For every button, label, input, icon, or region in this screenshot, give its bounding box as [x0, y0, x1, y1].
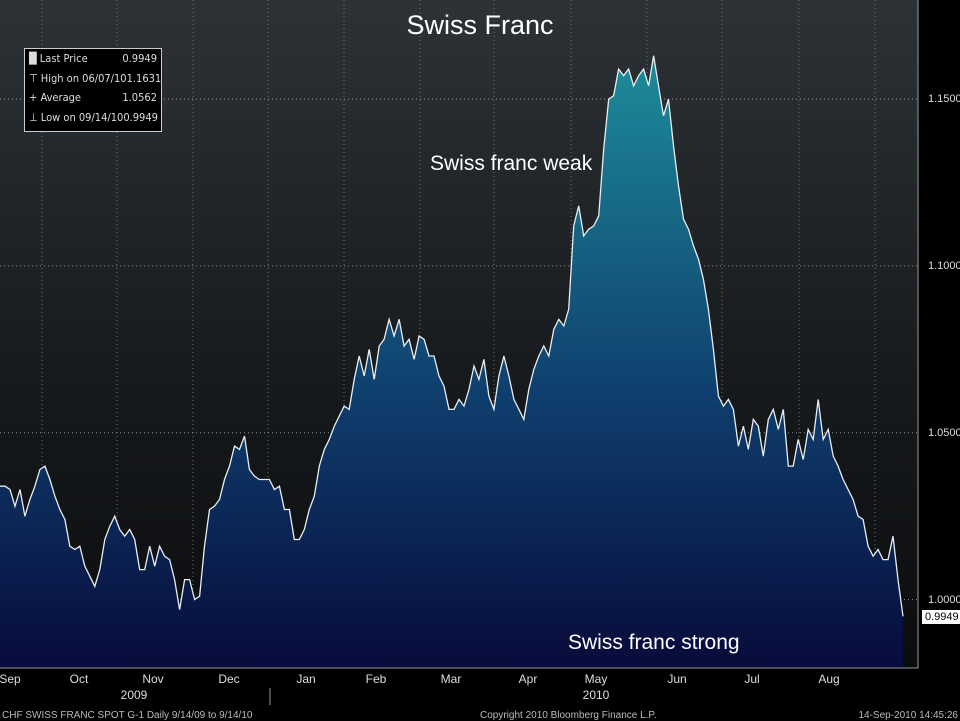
x-tick-label: Feb	[365, 672, 387, 686]
year-label-2010: 2010	[582, 688, 610, 702]
last-price-tag: 0.9949	[922, 610, 960, 624]
square-icon: █	[29, 52, 37, 65]
price-line	[0, 55, 904, 617]
x-tick-label: Dec	[218, 672, 240, 686]
x-tick-label: Aug	[818, 672, 840, 686]
legend: █ Last Price 0.9949 ⊤ High on 06/07/10 1.1…	[24, 48, 162, 132]
year-label-2009: 2009	[120, 688, 148, 702]
x-tick-label: Jan	[296, 672, 316, 686]
y-tick-label: 1.1500	[928, 93, 960, 106]
x-tick-label: Mar	[440, 672, 462, 686]
chart-title: Swiss Franc	[406, 10, 554, 40]
legend-high: ⊤ High on 06/07/10 1.1631	[29, 71, 162, 85]
x-tick-label: Jul	[744, 672, 760, 686]
y-tick-label: 1.0500	[928, 426, 960, 439]
high-marker-icon: ⊤	[29, 71, 38, 85]
average-marker-icon: +	[29, 91, 38, 104]
annotation-weak: Swiss franc weak	[430, 152, 593, 175]
x-tick-label: Jun	[667, 672, 687, 686]
x-tick-label: May	[584, 672, 608, 686]
footer-security: CHF SWISS FRANC SPOT G-1 Daily 9/14/09 t…	[2, 710, 253, 721]
price-area	[0, 55, 903, 668]
legend-average: + Average 1.0562	[29, 91, 157, 104]
x-tick-label: Apr	[518, 672, 538, 686]
x-tick-label: Sep	[0, 672, 21, 686]
y-tick-label: 1.0000	[928, 593, 960, 606]
legend-low: ⊥ Low on 09/14/10 0.9949	[29, 110, 158, 124]
footer-timestamp: 14-Sep-2010 14:45:26	[858, 710, 958, 721]
annotation-strong: Swiss franc strong	[568, 631, 740, 654]
low-marker-icon: ⊥	[29, 110, 38, 124]
y-tick-label: 1.1000	[928, 259, 960, 272]
footer-copyright: Copyright 2010 Bloomberg Finance L.P.	[480, 710, 657, 721]
x-tick-label: Nov	[142, 672, 164, 686]
x-tick-label: Oct	[69, 672, 89, 686]
legend-last-price: █ Last Price 0.9949	[29, 52, 157, 65]
